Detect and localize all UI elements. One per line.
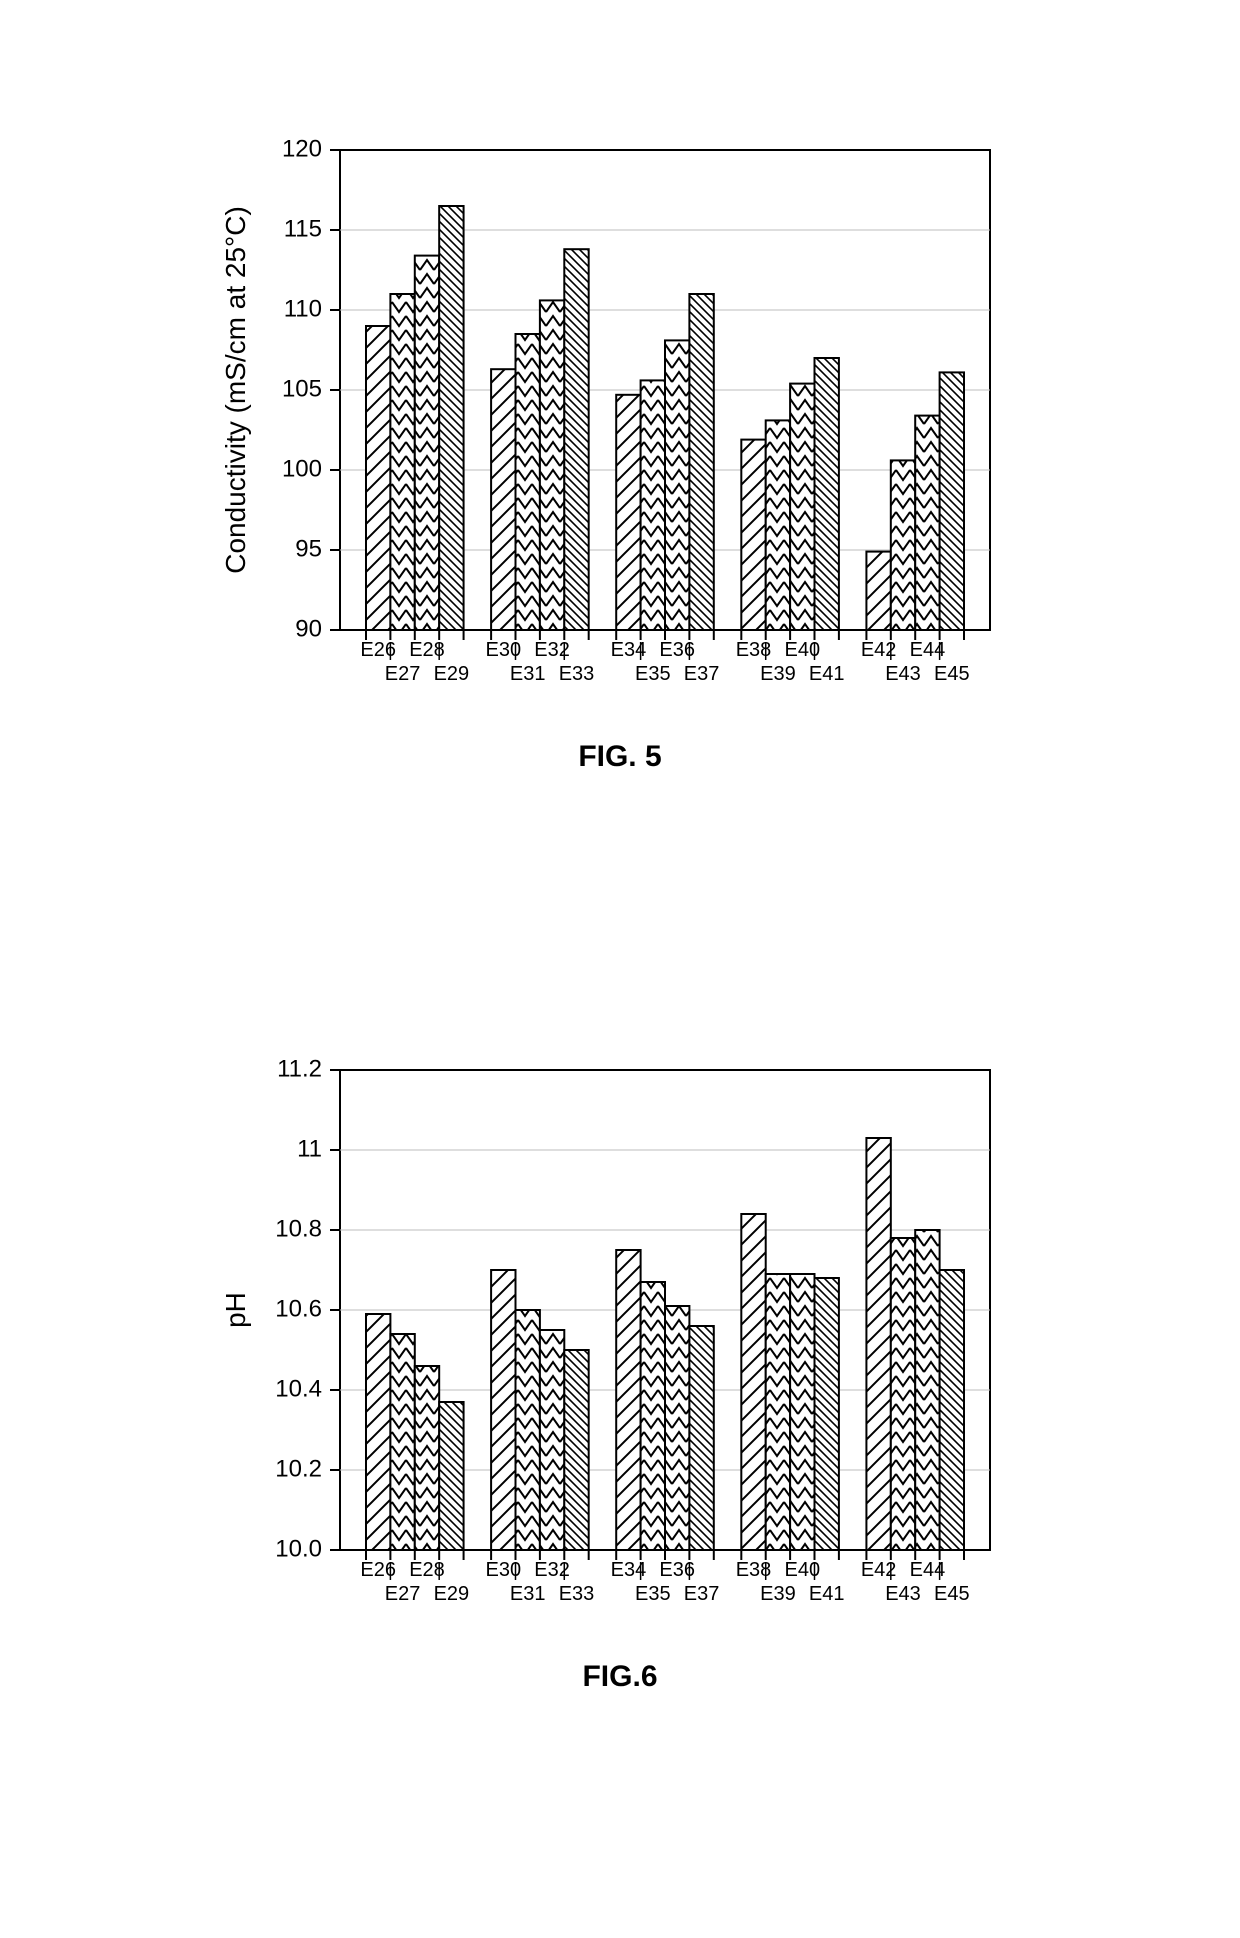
svg-text:120: 120 [282, 135, 322, 162]
svg-text:E45: E45 [934, 663, 970, 685]
svg-text:110: 110 [284, 295, 322, 322]
chart-fig5: 90 95 100 105 110 115 120 Conductivity (mS/cm a… [210, 120, 1030, 710]
svg-text:E37: E37 [684, 663, 720, 685]
chart-fig6: 10.010.210.410.610.81111.2pHE26E27E28E29… [210, 1040, 1030, 1630]
svg-text:E37: E37 [684, 1583, 720, 1605]
svg-text:E43: E43 [885, 1583, 921, 1605]
svg-text:E45: E45 [934, 1583, 970, 1605]
figure-6: 10.010.210.410.610.81111.2pHE26E27E28E29… [210, 1040, 1030, 1694]
svg-text:E35: E35 [635, 1583, 671, 1605]
svg-text:E31: E31 [510, 663, 546, 685]
page: { "theme": { "background_color": "#fffff… [0, 0, 1240, 1938]
svg-text:11: 11 [297, 1135, 322, 1162]
svg-text:10.8: 10.8 [275, 1215, 322, 1242]
svg-text:E35: E35 [635, 663, 671, 685]
svg-text:E39: E39 [760, 663, 796, 685]
svg-text:E43: E43 [885, 663, 921, 685]
svg-text:100: 100 [282, 455, 322, 482]
svg-text:E31: E31 [510, 1583, 546, 1605]
svg-text:E39: E39 [760, 1583, 796, 1605]
svg-text:10.0: 10.0 [275, 1535, 322, 1562]
svg-text:115: 115 [284, 215, 322, 242]
svg-text:E33: E33 [559, 1583, 595, 1605]
svg-text:E27: E27 [385, 1583, 421, 1605]
svg-text:E27: E27 [385, 663, 421, 685]
svg-text:95: 95 [295, 535, 322, 562]
svg-text:E29: E29 [434, 663, 470, 685]
svg-text:10.2: 10.2 [275, 1455, 322, 1482]
figure-label-5: FIG. 5 [210, 740, 1030, 774]
svg-text:10.4: 10.4 [275, 1375, 322, 1402]
svg-text:11.2: 11.2 [277, 1055, 322, 1082]
svg-text:pH: pH [220, 1292, 251, 1328]
figure-5: 90 95 100 105 110 115 120 Conductivity (mS/cm a… [210, 120, 1030, 774]
figure-label-6: FIG.6 [210, 1660, 1030, 1694]
svg-text:E41: E41 [809, 663, 845, 685]
svg-text:E41: E41 [809, 1583, 845, 1605]
svg-text:E29: E29 [434, 1583, 470, 1605]
svg-text:Conductivity (mS/cm at 25°C): Conductivity (mS/cm at 25°C) [220, 206, 251, 574]
svg-text:E33: E33 [559, 663, 595, 685]
svg-text:90: 90 [295, 615, 322, 642]
svg-text:10.6: 10.6 [275, 1295, 322, 1322]
svg-text:105: 105 [282, 375, 322, 402]
